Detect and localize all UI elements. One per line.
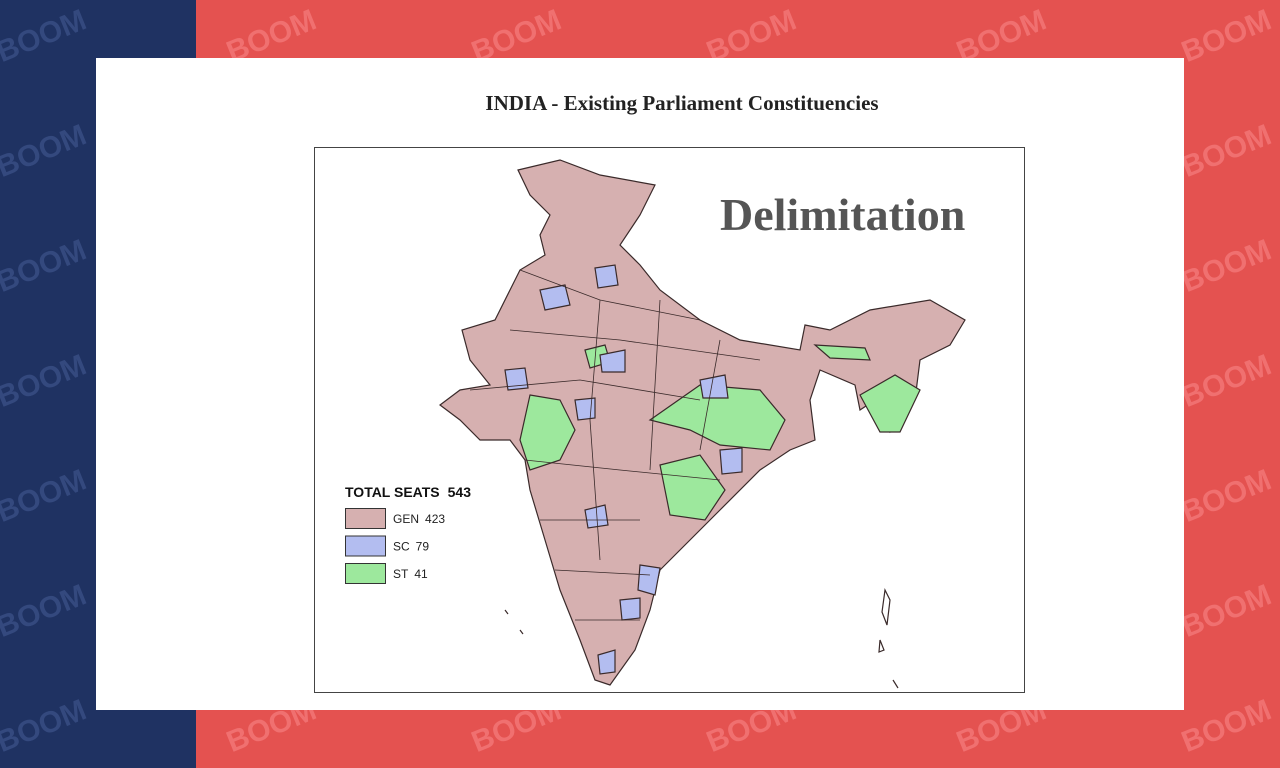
sc-region — [574, 397, 596, 421]
sc-region — [594, 264, 619, 289]
overlay-title: Delimitation — [720, 189, 965, 240]
st-regions — [519, 344, 921, 521]
legend-total: 543 — [448, 484, 472, 500]
st-region — [813, 344, 871, 361]
islands — [504, 587, 899, 689]
st-region — [859, 374, 921, 433]
sc-regions — [504, 264, 743, 675]
legend-swatch — [345, 508, 386, 529]
india-map — [439, 159, 966, 689]
sc-region — [619, 597, 641, 621]
legend-label: GEN — [393, 512, 419, 526]
legend-entry: SC 79 — [393, 540, 429, 554]
sc-region — [599, 349, 626, 373]
legend-title: TOTAL SEATS 543 — [345, 484, 471, 500]
legend-title-text: TOTAL SEATS — [345, 484, 440, 500]
sc-region — [504, 367, 529, 391]
boundaries — [469, 269, 761, 621]
legend-seats: 79 — [416, 540, 430, 554]
legend-swatch — [345, 535, 386, 557]
sc-region — [699, 374, 729, 399]
sc-region — [637, 564, 661, 596]
legend-label: ST — [393, 567, 409, 581]
boundary-lines — [469, 269, 761, 621]
st-region — [659, 454, 726, 521]
legend-label: SC — [393, 540, 410, 554]
legend-swatch — [345, 563, 386, 584]
sc-region — [597, 649, 616, 675]
legend: TOTAL SEATS 543 GEN 423 SC 79 ST 41 — [345, 484, 471, 584]
st-region — [519, 394, 576, 471]
map-title: INDIA - Existing Parliament Constituenci… — [485, 91, 878, 115]
legend-entry: GEN 423 — [393, 512, 445, 526]
legend-seats: 423 — [425, 512, 445, 526]
legend-seats: 41 — [414, 567, 428, 581]
legend-items: GEN 423 SC 79 ST 41 — [345, 508, 445, 584]
legend-entry: ST 41 — [393, 567, 428, 581]
sc-region — [539, 284, 571, 311]
sc-region — [719, 447, 743, 475]
